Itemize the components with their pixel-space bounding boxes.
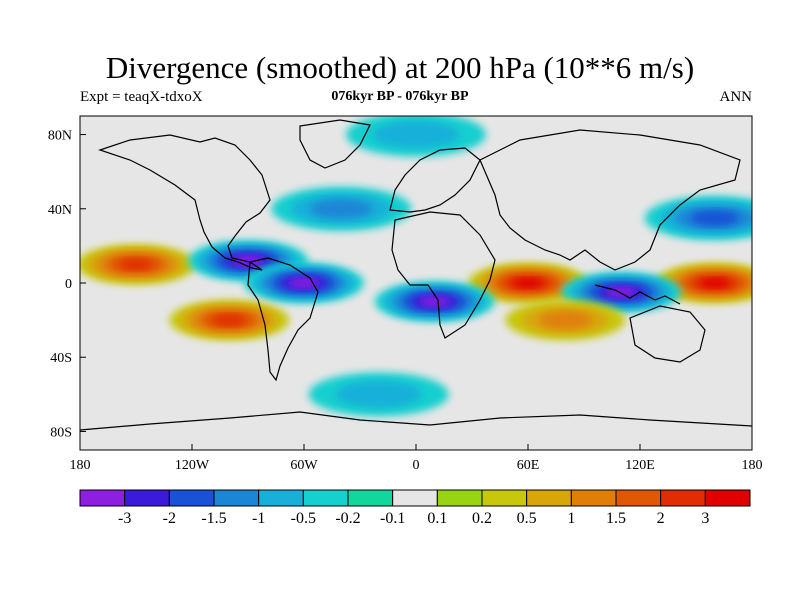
- colorbar-label: 1: [567, 510, 575, 527]
- colorbar-label: 1.5: [606, 510, 626, 527]
- x-tick-label: 120W: [175, 458, 210, 473]
- coastline-maritime: [594, 284, 681, 305]
- field-contour: [538, 311, 592, 329]
- colorbar-swatch: [168, 489, 215, 507]
- field-arctic-convergence: [346, 116, 486, 157]
- colorbar-swatch: [704, 489, 751, 507]
- coastline-greenland: [299, 119, 371, 169]
- period-label: 076kyr BP - 076kyr BP: [331, 89, 469, 104]
- field-south-atlantic-convergence: [244, 263, 364, 303]
- x-tick-label: 180: [70, 458, 91, 473]
- colorbar-swatch: [526, 489, 572, 507]
- y-tick-label: 40N: [48, 203, 72, 218]
- colorbar-swatch: [660, 489, 706, 507]
- colorbar-swatch: [436, 489, 483, 507]
- coastlines: [80, 119, 752, 431]
- colorbar-label: 0.5: [517, 510, 537, 527]
- field-contour: [118, 258, 154, 271]
- x-tick-label: 180: [742, 458, 763, 473]
- field-indian-ocean-divergence: [468, 263, 588, 303]
- coastline-antarctica: [80, 411, 752, 431]
- colorbar-label: -3: [118, 510, 131, 527]
- field-southern-ocean-convergence: [308, 372, 449, 417]
- field-contour: [513, 278, 543, 288]
- colorbar-label: -0.1: [380, 510, 405, 527]
- colorbar-swatch: [124, 489, 170, 507]
- field-africa-convergence: [374, 281, 495, 322]
- field-contour: [372, 121, 460, 149]
- colorbar-label: -1.5: [201, 510, 226, 527]
- x-tick-label: 0: [413, 458, 420, 473]
- colorbar-label: -0.5: [291, 510, 316, 527]
- colorbar-label: 2: [657, 510, 665, 527]
- colorbar-swatch: [615, 489, 662, 507]
- colorbar-label: -0.2: [335, 510, 360, 527]
- chart-title: Divergence (smoothed) at 200 hPa (10**6 …: [105, 50, 695, 85]
- colorbar-swatch: [570, 489, 617, 507]
- field-contour: [420, 296, 450, 307]
- field-layer: [80, 116, 752, 417]
- field-north-atlantic-convergence: [271, 186, 412, 231]
- colorbar-label: 3: [701, 510, 709, 527]
- colorbar-swatch: [79, 489, 126, 507]
- colorbar-swatch: [347, 489, 394, 507]
- y-tick-label: 0: [65, 277, 72, 292]
- field-maritime-convergence: [561, 272, 682, 313]
- colorbar-swatch: [258, 489, 304, 507]
- colorbar-label: -2: [163, 510, 176, 527]
- coastline-north-america: [98, 134, 271, 271]
- field-contour: [690, 210, 740, 226]
- colorbar-swatch: [213, 489, 260, 507]
- y-tick-label: 40S: [50, 351, 72, 366]
- coastline-south-america: [247, 257, 319, 382]
- colorbar-swatch: [392, 489, 438, 507]
- colorbar: -3 -2 -1.5 -1 -0.5 -0.2 -0.1 0.1 0.2 0.5 1 1.5 2 3: [79, 489, 751, 527]
- field-west-pacific-divergence: [654, 263, 752, 303]
- y-tick-label: 80N: [48, 129, 72, 144]
- colorbar-label: 0.1: [427, 510, 447, 527]
- field-contour: [335, 380, 422, 408]
- y-tick-label: 80S: [50, 425, 72, 440]
- colorbar-label: 0.2: [472, 510, 492, 527]
- colorbar-swatch: [302, 489, 349, 507]
- field-north-pacific-convergence: [644, 196, 752, 241]
- field-contour: [310, 199, 373, 219]
- coastline-africa: [391, 211, 496, 339]
- x-tick-label: 120E: [625, 458, 655, 473]
- axes: 180 120W 60W 0 60E 120E 180 80N 40N 0 40S 80S: [48, 129, 763, 473]
- field-south-indian-divergence: [505, 300, 626, 341]
- season-label: ANN: [719, 89, 753, 105]
- field-contour: [700, 278, 730, 288]
- x-tick-label: 60E: [517, 458, 540, 473]
- field-north-pacific-divergence: [80, 244, 196, 285]
- colorbar-swatch: [481, 489, 528, 507]
- field-south-pacific-divergence: [169, 300, 290, 341]
- colorbar-label: -1: [252, 510, 265, 527]
- x-tick-label: 60W: [290, 458, 318, 473]
- coastline-australia: [629, 305, 706, 363]
- field-contour: [212, 314, 247, 326]
- coastline-asia: [479, 129, 741, 271]
- experiment-label: Expt = teaqX-tdxoX: [80, 89, 203, 105]
